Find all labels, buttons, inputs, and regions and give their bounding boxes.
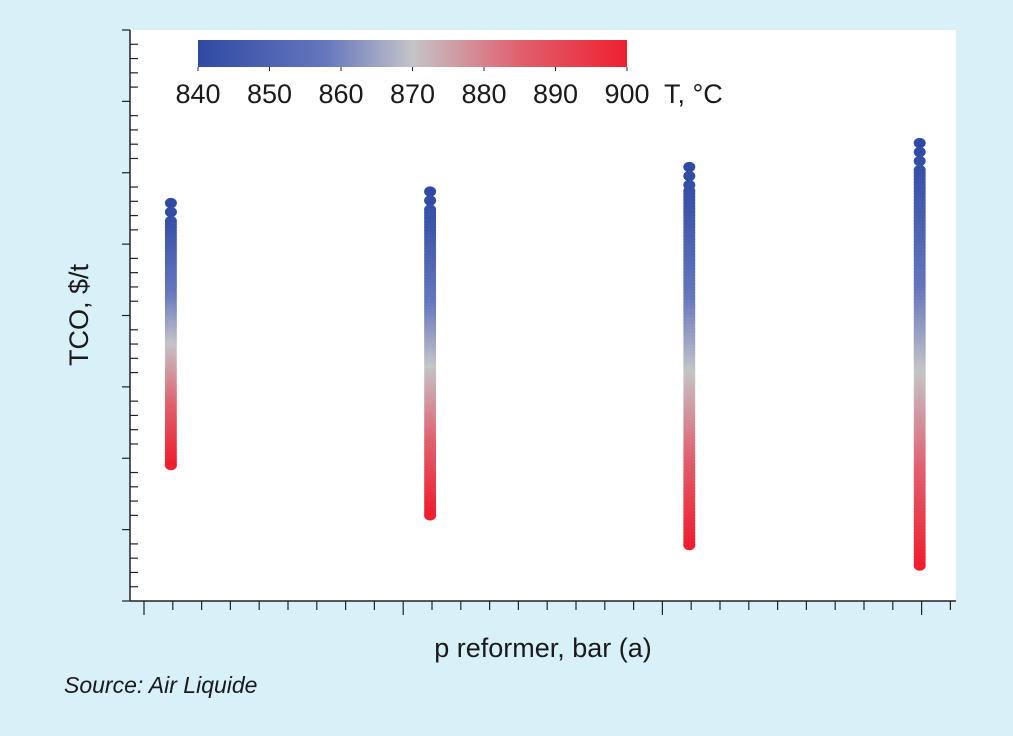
colorbar-ticks: 840 850 860 870 880 890 900 [175, 67, 650, 109]
data-point [913, 560, 926, 571]
colorbar-tick-label: 840 [175, 79, 220, 109]
colorbar-tick-label: 880 [461, 79, 506, 109]
colorbar [198, 40, 627, 67]
data-point [164, 197, 177, 209]
data-point [913, 146, 926, 158]
x-axis-label: p reformer, bar (a) [434, 633, 652, 663]
data-point [913, 137, 926, 149]
colorbar-tick-label: 890 [533, 79, 578, 109]
data-points [164, 137, 926, 571]
data-point [424, 186, 437, 197]
plot-area [130, 30, 956, 601]
data-point [683, 539, 696, 551]
x-axis-ticks [143, 601, 952, 615]
y-axis-label: TCO, $/t [64, 263, 94, 366]
data-point [424, 510, 437, 521]
colorbar-tick-label: 860 [318, 79, 363, 109]
data-point [913, 155, 926, 167]
colorbar-tick-label: 870 [390, 79, 435, 109]
colorbar-tick-label: 900 [604, 79, 649, 109]
y-axis-ticks [122, 29, 138, 602]
source-caption: Source: Air Liquide [64, 672, 258, 698]
colorbar-label: T, °C [664, 79, 723, 109]
colorbar-tick-label: 850 [247, 79, 292, 109]
data-point [683, 170, 696, 182]
data-point [683, 161, 696, 173]
data-point [164, 206, 177, 218]
data-point [164, 459, 177, 471]
data-point [424, 195, 437, 206]
